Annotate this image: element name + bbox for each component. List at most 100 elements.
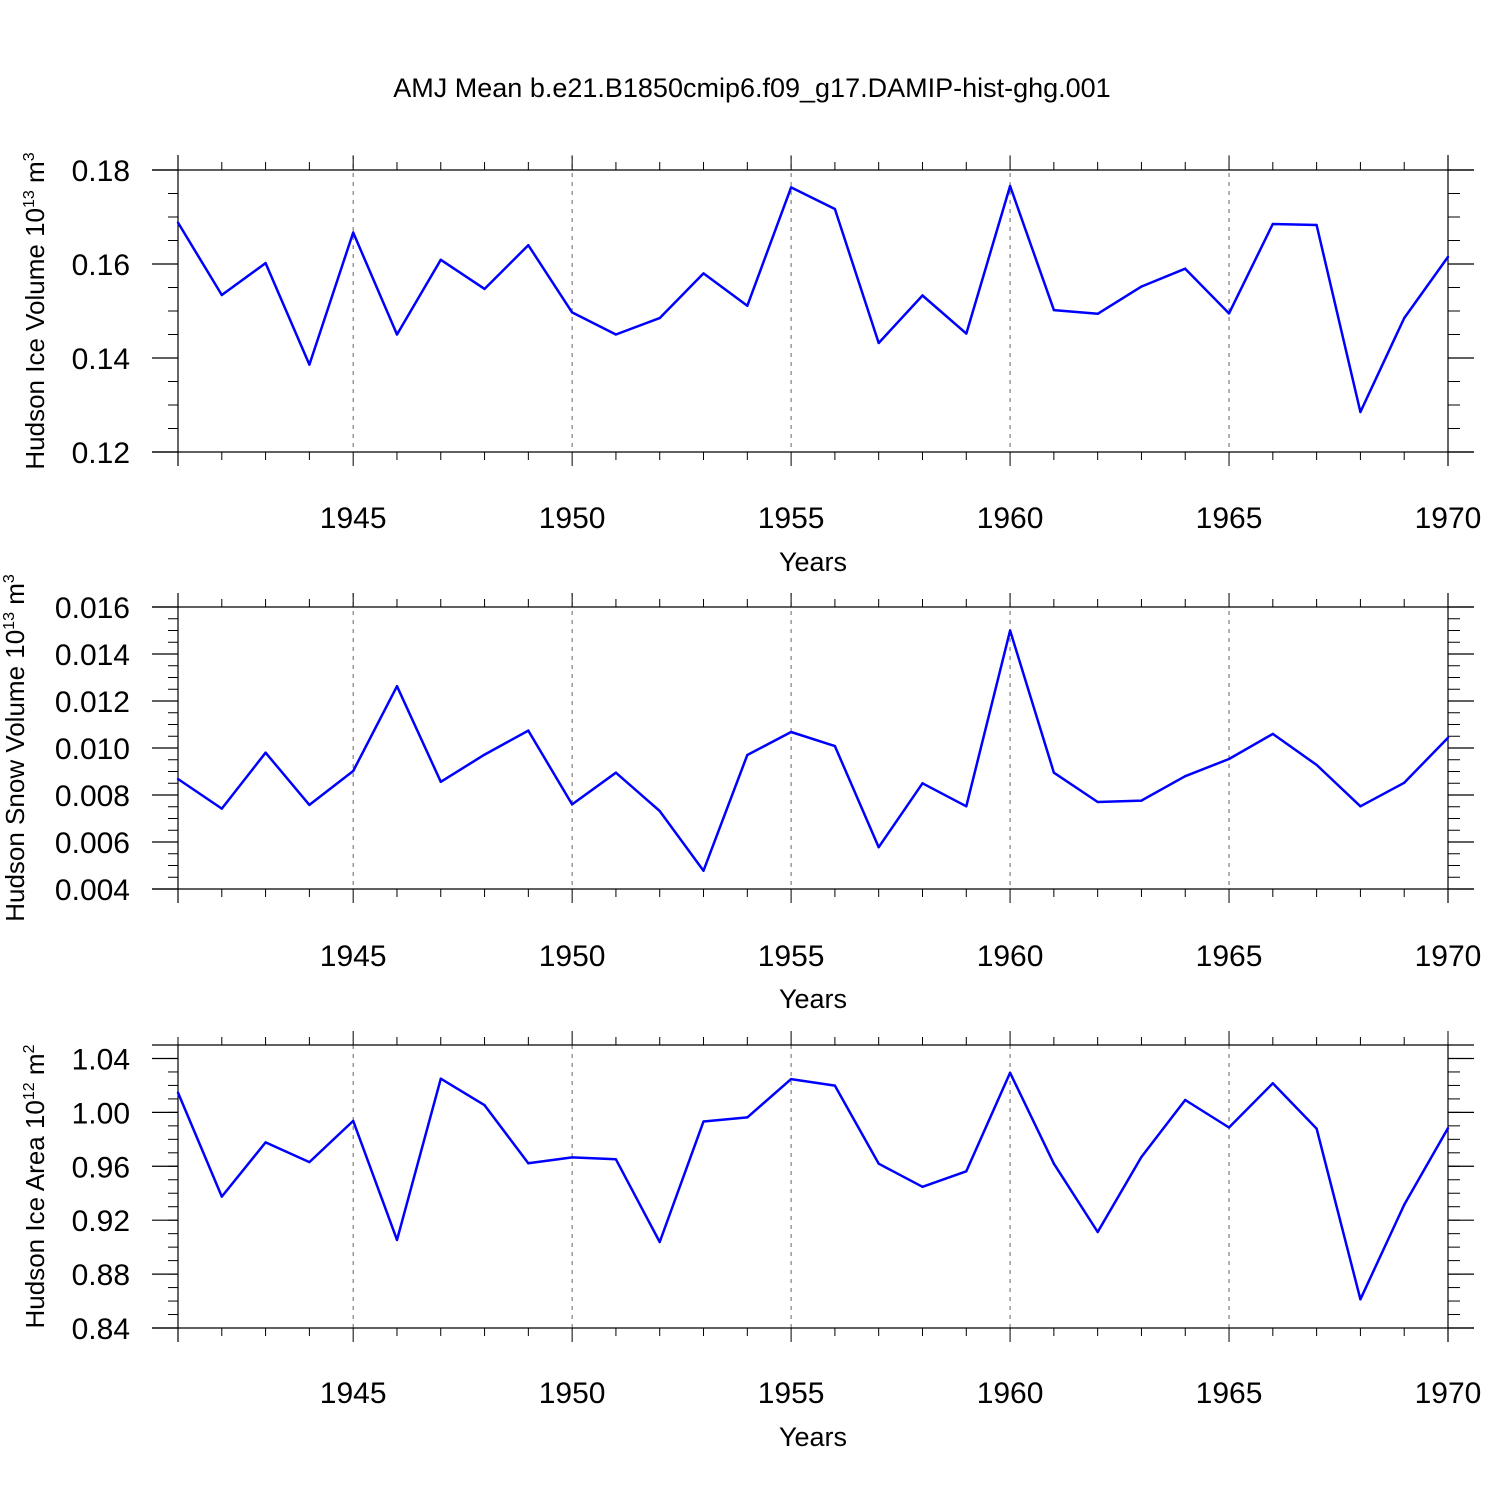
data-point <box>570 1156 574 1159</box>
data-point <box>1008 629 1012 632</box>
data-point <box>833 1084 837 1087</box>
y-tick-label: 0.010 <box>55 733 130 766</box>
data-point <box>483 1104 486 1107</box>
data-point <box>1096 312 1099 316</box>
data-point <box>395 333 399 336</box>
data-point <box>1403 1203 1406 1207</box>
data-point <box>570 311 574 314</box>
data-point <box>1359 410 1362 414</box>
data-point <box>1052 308 1056 312</box>
y-label-superscript: 12 <box>21 1082 38 1100</box>
data-point <box>1359 805 1362 808</box>
data-point <box>1446 736 1450 739</box>
data-point <box>1227 1126 1231 1129</box>
data-point <box>789 730 793 734</box>
y-label-superscript: 3 <box>1 574 18 583</box>
data-point <box>702 272 705 275</box>
data-point <box>439 780 442 784</box>
data-point <box>1008 1071 1012 1074</box>
x-tick-label: 1945 <box>320 940 387 973</box>
x-tick-label: 1965 <box>1196 1377 1263 1410</box>
data-point <box>264 1141 267 1144</box>
data-point <box>921 294 924 297</box>
data-point <box>527 729 530 732</box>
data-point <box>220 1195 223 1198</box>
data-point <box>746 1116 749 1119</box>
data-point <box>658 809 661 813</box>
y-label-superscript: 2 <box>21 1044 38 1053</box>
data-point <box>527 244 530 247</box>
x-tick-label: 1965 <box>1196 502 1263 535</box>
data-point <box>264 261 267 265</box>
data-point <box>439 258 442 261</box>
data-point <box>921 782 924 785</box>
y-tick-label: 0.004 <box>55 874 130 907</box>
data-point <box>965 1170 968 1173</box>
data-point <box>1403 781 1406 784</box>
figure-title: AMJ Mean b.e21.B1850cmip6.f09_g17.DAMIP-… <box>393 73 1110 103</box>
y-tick-label: 0.008 <box>55 780 130 813</box>
data-point <box>570 803 574 806</box>
series-line <box>176 184 1450 414</box>
series-line <box>176 1071 1450 1301</box>
x-tick-label: 1965 <box>1196 940 1263 973</box>
x-tick-label: 1970 <box>1415 1377 1482 1410</box>
data-point <box>1140 1155 1143 1159</box>
data-point <box>1446 255 1450 259</box>
data-point <box>746 304 749 308</box>
data-point <box>1271 1082 1275 1085</box>
panel-3: 0.84 0.88 0.92 0.96 1.00 1.04 1945 1950 1955 1960… <box>20 1031 1481 1452</box>
data-point <box>1446 1126 1450 1130</box>
y-tick-label: 0.16 <box>72 249 130 282</box>
data-point <box>965 805 968 808</box>
x-tick-label: 1945 <box>320 502 387 535</box>
y-label-text: m <box>20 1053 50 1082</box>
data-point <box>1052 771 1056 774</box>
x-tick-label: 1960 <box>977 1377 1044 1410</box>
panels: 0.12 0.14 0.16 0.18 1945 1950 1955 1960 1965 1970… <box>0 152 1481 1452</box>
data-point <box>395 1238 399 1242</box>
data-point <box>702 869 705 872</box>
x-axis-label: Years <box>779 1422 847 1452</box>
y-label-text: Hudson Ice Volume 10 <box>20 208 50 470</box>
data-point <box>351 1119 355 1123</box>
x-tick-label: 1955 <box>758 1377 825 1410</box>
y-label-text: Hudson Snow Volume 10 <box>0 630 30 922</box>
data-point <box>702 1120 705 1123</box>
panel-2: 0.004 0.006 0.008 0.010 0.012 0.014 0.016 1945 1… <box>0 574 1481 1014</box>
x-tick-label: 1950 <box>539 1377 606 1410</box>
y-tick-label: 0.12 <box>72 437 130 470</box>
data-point <box>1315 763 1318 767</box>
x-axis-label: Years <box>779 547 847 577</box>
data-point <box>746 753 749 757</box>
data-point <box>877 341 880 345</box>
y-label-superscript: 13 <box>1 612 18 630</box>
data-point <box>614 1158 618 1161</box>
y-tick-label: 0.84 <box>72 1313 130 1346</box>
data-point <box>1184 775 1187 778</box>
data-point <box>1271 222 1275 226</box>
data-point <box>614 771 618 774</box>
data-point <box>1096 800 1099 804</box>
y-tick-label: 0.18 <box>72 155 130 188</box>
y-label-superscript: 3 <box>21 152 38 161</box>
x-tick-label: 1945 <box>320 1377 387 1410</box>
data-point <box>614 333 618 336</box>
x-tick-label: 1955 <box>758 502 825 535</box>
y-label-text: m <box>20 161 50 190</box>
data-point <box>351 231 355 234</box>
data-point <box>1140 799 1143 802</box>
data-point <box>1271 732 1275 736</box>
y-tick-label: 0.88 <box>72 1259 130 1292</box>
data-point <box>176 221 180 224</box>
data-point <box>351 769 355 773</box>
data-point <box>1227 757 1231 761</box>
data-point <box>965 332 968 335</box>
y-label-superscript: 13 <box>21 190 38 208</box>
x-axis-label: Years <box>779 984 847 1014</box>
data-point <box>176 1091 180 1094</box>
data-point <box>789 186 793 189</box>
data-point <box>877 845 880 849</box>
data-point <box>220 807 223 810</box>
data-point <box>1403 316 1406 320</box>
